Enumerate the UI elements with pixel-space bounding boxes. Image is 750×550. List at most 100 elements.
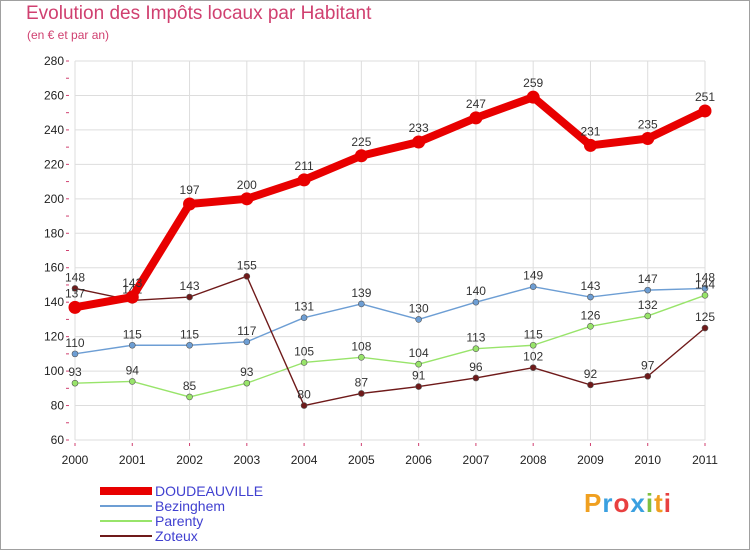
data-point bbox=[415, 316, 422, 323]
data-point bbox=[125, 290, 139, 304]
data-point bbox=[358, 354, 365, 361]
data-point bbox=[354, 149, 368, 163]
y-tick-label: 120 bbox=[44, 330, 64, 344]
x-tick-label: 2001 bbox=[119, 453, 146, 467]
data-point bbox=[68, 300, 82, 314]
y-tick-label: 60 bbox=[51, 433, 65, 447]
chart-subtitle: (en € et par an) bbox=[27, 28, 110, 42]
data-point bbox=[587, 381, 594, 389]
data-label: 247 bbox=[466, 97, 486, 111]
data-label: 117 bbox=[237, 324, 256, 338]
data-label: 130 bbox=[409, 301, 429, 315]
x-tick-label: 2004 bbox=[291, 453, 318, 467]
data-label: 115 bbox=[123, 327, 142, 341]
data-label: 235 bbox=[638, 118, 658, 132]
data-point bbox=[358, 300, 365, 308]
data-label: 148 bbox=[695, 270, 715, 284]
data-point bbox=[472, 345, 480, 352]
data-point bbox=[186, 293, 193, 301]
data-label: 93 bbox=[68, 365, 82, 379]
data-label: 97 bbox=[641, 358, 655, 372]
x-tick-label: 2003 bbox=[233, 453, 260, 467]
data-point bbox=[529, 341, 537, 349]
data-label: 259 bbox=[523, 76, 543, 90]
legend-swatch bbox=[100, 520, 152, 522]
data-point bbox=[644, 286, 652, 294]
data-point bbox=[472, 374, 480, 382]
y-tick-label: 140 bbox=[44, 295, 64, 309]
data-label: 105 bbox=[294, 344, 314, 358]
data-point bbox=[529, 283, 537, 290]
data-label: 143 bbox=[122, 276, 142, 290]
data-label: 211 bbox=[295, 159, 314, 173]
plot-area bbox=[75, 61, 705, 440]
data-label: 139 bbox=[351, 286, 371, 300]
y-tick-label: 200 bbox=[44, 192, 64, 206]
data-point bbox=[297, 173, 311, 187]
proxiti-logo: Proxiti bbox=[584, 488, 672, 518]
data-label: 108 bbox=[351, 339, 371, 353]
legend-swatch bbox=[100, 505, 152, 507]
x-tick-label: 2010 bbox=[634, 453, 661, 467]
data-label: 132 bbox=[638, 298, 658, 312]
x-tick-label: 2009 bbox=[577, 453, 604, 467]
data-label: 113 bbox=[466, 331, 485, 345]
series-line-zoteux bbox=[74, 275, 706, 407]
data-point bbox=[71, 285, 79, 292]
data-point bbox=[701, 324, 709, 332]
data-point bbox=[412, 135, 426, 149]
x-tick-label: 2000 bbox=[62, 453, 89, 467]
x-tick-label: 2006 bbox=[405, 453, 432, 467]
data-label: 80 bbox=[297, 388, 311, 402]
data-point bbox=[587, 322, 594, 330]
data-label: 110 bbox=[65, 336, 84, 350]
data-label: 233 bbox=[409, 121, 429, 135]
legend-label: Zoteux bbox=[155, 528, 198, 544]
x-tick-label: 2002 bbox=[176, 453, 203, 467]
y-tick-label: 260 bbox=[44, 88, 64, 102]
y-tick-label: 220 bbox=[44, 157, 64, 171]
data-point bbox=[415, 360, 422, 368]
data-point bbox=[243, 273, 251, 280]
data-point bbox=[240, 192, 254, 206]
data-label: 115 bbox=[524, 327, 543, 341]
data-point bbox=[644, 372, 652, 380]
data-label: 231 bbox=[580, 124, 600, 138]
x-tick-label: 2011 bbox=[692, 453, 718, 467]
data-label: 85 bbox=[183, 379, 197, 393]
data-label: 149 bbox=[523, 269, 543, 283]
data-label: 96 bbox=[469, 360, 483, 374]
data-point bbox=[701, 291, 709, 299]
data-point bbox=[526, 90, 540, 104]
legend-swatch bbox=[100, 535, 152, 537]
data-label: 251 bbox=[695, 90, 715, 104]
data-label: 225 bbox=[351, 135, 371, 149]
data-label: 92 bbox=[584, 367, 598, 381]
data-label: 148 bbox=[65, 270, 85, 284]
data-point bbox=[128, 378, 136, 385]
data-label: 125 bbox=[695, 310, 715, 324]
data-point bbox=[641, 132, 655, 146]
data-point bbox=[300, 359, 308, 366]
data-point bbox=[698, 104, 712, 118]
data-point bbox=[243, 379, 251, 387]
data-point bbox=[644, 312, 652, 320]
legend-swatch bbox=[100, 487, 152, 495]
data-label: 144 bbox=[695, 277, 715, 291]
y-tick-label: 180 bbox=[44, 226, 64, 240]
data-label: 102 bbox=[523, 350, 543, 364]
data-label: 104 bbox=[409, 346, 429, 360]
data-point bbox=[529, 364, 537, 371]
x-tick-label: 2007 bbox=[463, 453, 490, 467]
data-label: 87 bbox=[355, 375, 369, 389]
data-label: 197 bbox=[180, 183, 200, 197]
y-tick-label: 100 bbox=[44, 364, 64, 378]
legend-label: Parenty bbox=[155, 513, 204, 529]
y-tick-label: 160 bbox=[44, 261, 64, 275]
data-label: 143 bbox=[580, 279, 600, 293]
data-label: 140 bbox=[466, 284, 486, 298]
data-point bbox=[472, 298, 480, 306]
legend-label: Bezinghem bbox=[155, 498, 226, 514]
x-tick-label: 2005 bbox=[348, 453, 375, 467]
